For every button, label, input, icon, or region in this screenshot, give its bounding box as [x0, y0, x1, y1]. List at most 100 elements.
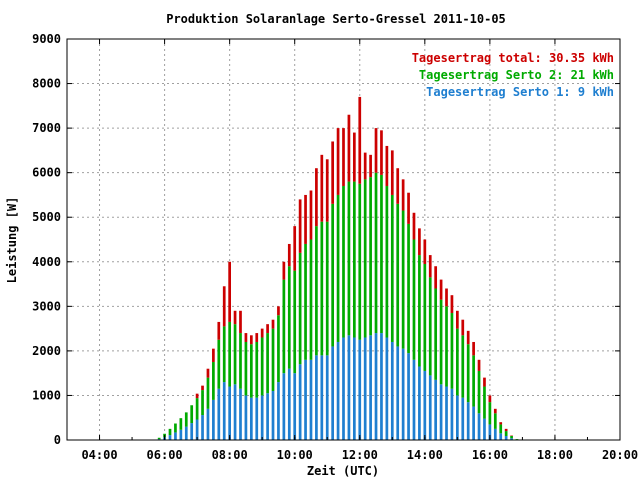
bar-segment: [239, 388, 242, 440]
bar-segment: [331, 203, 335, 347]
bar-segment: [277, 382, 280, 440]
bar-segment: [363, 337, 367, 440]
bar-segment: [428, 277, 432, 376]
bar-segment: [168, 435, 172, 440]
bar-segment: [309, 190, 313, 240]
bar-segment: [407, 192, 410, 224]
bar-segment: [184, 412, 188, 427]
bar-segment: [201, 385, 204, 391]
y-tick-label: 7000: [32, 121, 61, 135]
bar-segment: [315, 226, 318, 356]
bar-segment: [298, 364, 302, 440]
bar-segment: [363, 152, 367, 180]
x-tick-label: 08:00: [212, 448, 248, 462]
bar-segment: [244, 341, 248, 396]
y-tick-label: 4000: [32, 255, 61, 269]
bar-segment: [212, 362, 215, 400]
bar-segment: [233, 310, 237, 325]
bar-segment: [320, 154, 324, 222]
bar-segment: [336, 128, 340, 195]
bar-segment: [369, 154, 372, 178]
bar-segment: [282, 261, 286, 280]
bar-segment: [385, 145, 389, 187]
bar-segment: [260, 328, 264, 338]
bars: [157, 96, 519, 440]
bar-segment: [428, 375, 432, 440]
plot-frame: [66, 38, 621, 441]
bar-segment: [293, 373, 297, 440]
bar-segment: [282, 373, 286, 440]
bar-segment: [266, 324, 269, 334]
bar-segment: [347, 181, 351, 336]
bar-segment: [239, 333, 242, 389]
bar-segment: [423, 264, 427, 371]
bar-segment: [228, 386, 231, 440]
bar-segment: [439, 384, 443, 440]
bar-segment: [407, 353, 410, 440]
bar-segment: [504, 428, 508, 432]
bar-segment: [336, 341, 340, 440]
bar-segment: [461, 397, 465, 440]
bar-segment: [260, 337, 264, 396]
bar-segment: [483, 418, 486, 440]
bar-segment: [499, 422, 503, 425]
bar-segment: [336, 194, 340, 342]
bar-segment: [434, 379, 438, 440]
bar-segment: [423, 370, 427, 440]
x-axis-label: Zeit (UTC): [307, 464, 379, 478]
legend: Tagesertrag total: 30.35 kWh Tagesertrag …: [412, 51, 614, 99]
bar-segment: [266, 333, 269, 394]
bar-segment: [195, 419, 199, 440]
bar-segment: [477, 359, 481, 371]
bar-segment: [493, 428, 497, 440]
bar-segment: [407, 223, 410, 354]
bar-segment: [233, 324, 237, 385]
x-tick-label: 20:00: [602, 448, 638, 462]
bar-segment: [244, 333, 248, 342]
bar-segment: [255, 397, 259, 440]
y-tick-label: 3000: [32, 299, 61, 313]
bar-segment: [472, 355, 475, 407]
bar-segment: [493, 408, 497, 414]
bar-segment: [445, 386, 448, 440]
bar-segment: [260, 395, 264, 440]
x-tick-label: 06:00: [147, 448, 183, 462]
bar-segment: [217, 321, 221, 340]
bar-segment: [358, 183, 362, 340]
bar-segment: [277, 315, 280, 383]
bar-segment: [271, 390, 275, 440]
y-tick-label: 1000: [32, 388, 61, 402]
bar-segment: [396, 203, 400, 347]
bar-segment: [271, 328, 275, 391]
bar-segment: [369, 335, 372, 440]
bar-segment: [352, 337, 356, 440]
bar-segment: [228, 261, 231, 322]
bar-segment: [325, 159, 329, 222]
bar-segment: [390, 150, 394, 195]
bar-segment: [380, 174, 383, 334]
bar-segment: [157, 437, 161, 440]
bar-segment: [212, 348, 215, 363]
bar-segment: [174, 432, 177, 440]
bar-segment: [347, 335, 351, 440]
bar-segment: [380, 333, 383, 440]
bar-segment: [423, 239, 427, 265]
legend-entry: Tagesertrag total: 30.35 kWh: [412, 51, 614, 65]
bar-segment: [190, 423, 194, 440]
bar-segment: [477, 370, 481, 414]
bar-segment: [190, 405, 194, 424]
bar-segment: [309, 239, 313, 360]
bar-segment: [293, 270, 297, 374]
bar-segment: [369, 177, 372, 336]
x-tick-label: 14:00: [407, 448, 443, 462]
bar-segment: [412, 212, 416, 240]
x-tick-label: 12:00: [342, 448, 378, 462]
bar-segment: [325, 221, 329, 356]
bar-segment: [488, 424, 492, 440]
bar-segment: [331, 141, 335, 204]
bar-segment: [499, 433, 503, 440]
bar-segment: [217, 339, 221, 389]
bar-segment: [206, 368, 210, 378]
bar-segment: [222, 326, 226, 383]
